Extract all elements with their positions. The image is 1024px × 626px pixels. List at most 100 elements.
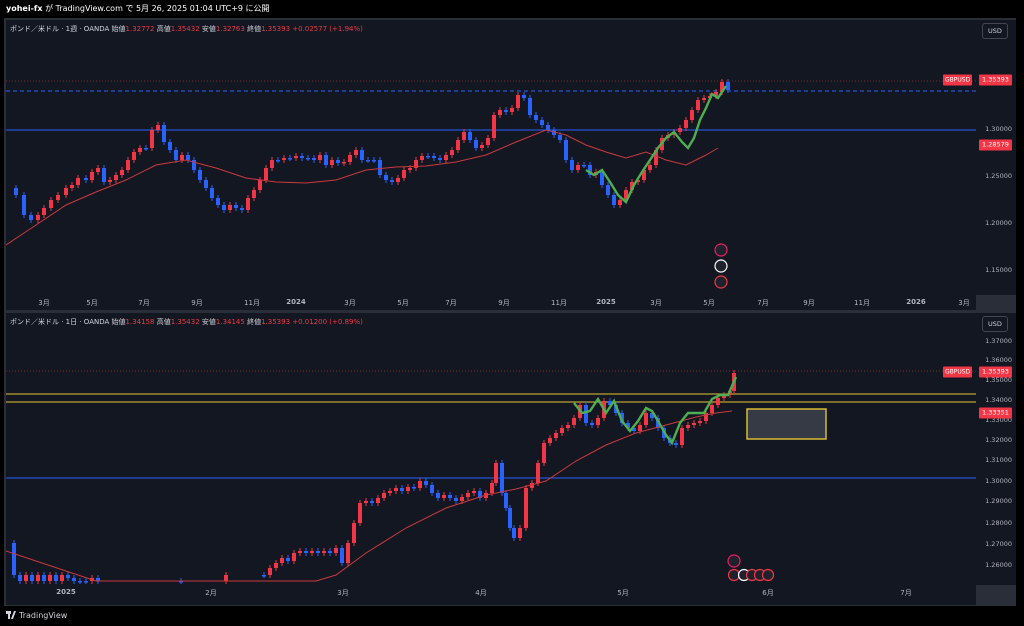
daily-candle bbox=[638, 425, 642, 431]
daily-time-label: 3月 bbox=[337, 589, 349, 597]
daily-candle bbox=[466, 493, 470, 497]
weekly-candle bbox=[456, 140, 460, 150]
daily-economic-event-icon bbox=[727, 568, 741, 582]
weekly-legend: ポンド／米ドル · 1週 · OANDA 始値1.32772 高値1.35432… bbox=[10, 24, 363, 34]
weekly-candle bbox=[558, 135, 562, 140]
weekly-time-label: 9月 bbox=[191, 299, 203, 307]
weekly-candle bbox=[480, 145, 484, 148]
daily-candle bbox=[394, 488, 398, 491]
daily-candle bbox=[430, 485, 434, 493]
weekly-candle bbox=[300, 156, 304, 158]
weekly-close-label: 終値 bbox=[247, 25, 262, 33]
weekly-time-label: 3月 bbox=[650, 299, 662, 307]
weekly-candle bbox=[372, 160, 376, 162]
daily-candle bbox=[286, 558, 290, 561]
weekly-time-label: 11月 bbox=[244, 299, 260, 307]
weekly-candle bbox=[270, 160, 274, 168]
weekly-candle bbox=[450, 150, 454, 155]
weekly-candle bbox=[180, 155, 184, 160]
daily-target-zone-box bbox=[746, 408, 827, 440]
weekly-candle bbox=[432, 156, 436, 158]
weekly-symbol-title[interactable]: ポンド／米ドル · 1週 · OANDA bbox=[10, 25, 110, 33]
weekly-us-economic-event-icon bbox=[714, 259, 728, 273]
weekly-chart-pane[interactable]: ポンド／米ドル · 1週 · OANDA 始値1.32772 高値1.35432… bbox=[6, 20, 976, 295]
weekly-time-axis[interactable]: 3月 5月 7月 9月 11月 2024 3月 5月 7月 9月 11月 2025 3月 5月 7月 9月 11… bbox=[6, 295, 976, 310]
weekly-price-axis[interactable]: USD 1.30000 1.25000 1.20000 1.15000 bbox=[976, 20, 1016, 295]
weekly-candle bbox=[312, 158, 316, 160]
daily-candle bbox=[508, 508, 512, 528]
weekly-time-label: 5月 bbox=[397, 299, 409, 307]
daily-candle bbox=[722, 395, 726, 398]
weekly-price-label: 1.25000 bbox=[985, 172, 1012, 180]
weekly-candle bbox=[570, 160, 574, 170]
weekly-candle bbox=[528, 98, 532, 115]
daily-price-label: 1.26000 bbox=[985, 561, 1012, 569]
daily-price-label: 1.30000 bbox=[985, 477, 1012, 485]
weekly-time-label: 2026 bbox=[906, 298, 926, 306]
weekly-candle bbox=[306, 158, 310, 160]
weekly-candle bbox=[618, 200, 622, 205]
weekly-open-value: 1.32772 bbox=[125, 25, 155, 33]
daily-moving-average-line bbox=[6, 410, 733, 582]
daily-candle bbox=[72, 578, 76, 581]
weekly-candle bbox=[198, 170, 202, 180]
weekly-last-price-tag: 1.35393 bbox=[979, 74, 1012, 86]
weekly-candle bbox=[354, 150, 358, 155]
weekly-candle bbox=[96, 168, 100, 172]
daily-currency-button[interactable]: USD bbox=[982, 316, 1008, 332]
daily-candle bbox=[692, 423, 696, 425]
weekly-candle bbox=[29, 215, 33, 220]
daily-price-axis[interactable]: USD 1.37000 1.36000 1.35000 1.34000 1.33000 1… bbox=[976, 313, 1016, 585]
weekly-candle bbox=[606, 185, 610, 195]
daily-candle bbox=[494, 463, 498, 483]
weekly-candle bbox=[252, 190, 256, 198]
daily-candle bbox=[66, 575, 70, 578]
weekly-candle bbox=[690, 110, 694, 120]
weekly-candle bbox=[408, 168, 412, 170]
weekly-candle bbox=[150, 130, 154, 148]
weekly-candle bbox=[114, 175, 118, 180]
daily-candle bbox=[626, 423, 630, 428]
weekly-time-label: 3月 bbox=[38, 299, 50, 307]
daily-open-value: 1.34158 bbox=[125, 318, 155, 326]
author-name[interactable]: yohei-fx bbox=[6, 4, 43, 13]
weekly-time-label: 3月 bbox=[344, 299, 356, 307]
daily-time-axis[interactable]: 2025 2月 3月 4月 5月 6月 7月 bbox=[6, 585, 976, 605]
daily-candle bbox=[60, 575, 64, 581]
daily-candle bbox=[536, 463, 540, 483]
daily-candle bbox=[650, 413, 654, 418]
weekly-candle bbox=[684, 120, 688, 128]
weekly-candle bbox=[156, 125, 160, 130]
daily-chart-canvas[interactable] bbox=[6, 313, 976, 585]
daily-chart-pane[interactable]: ポンド／米ドル · 1日 · OANDA 始値1.34158 高値1.35432… bbox=[6, 313, 976, 585]
weekly-candle bbox=[14, 188, 18, 195]
weekly-candle bbox=[288, 158, 292, 160]
daily-time-label: 2025 bbox=[56, 588, 76, 596]
weekly-candle bbox=[324, 155, 328, 165]
daily-candle bbox=[280, 558, 284, 563]
weekly-currency-button[interactable]: USD bbox=[982, 23, 1008, 39]
footer-brand[interactable]: TradingView bbox=[19, 611, 68, 620]
daily-signal-line bbox=[573, 376, 738, 446]
daily-candle bbox=[224, 575, 228, 581]
weekly-candle bbox=[726, 82, 730, 90]
weekly-candle bbox=[534, 115, 538, 120]
daily-candle bbox=[680, 428, 684, 445]
daily-candle bbox=[30, 575, 34, 581]
weekly-candle bbox=[276, 160, 280, 162]
weekly-candle bbox=[222, 205, 226, 210]
daily-candle bbox=[500, 463, 504, 493]
daily-candle bbox=[304, 551, 308, 553]
weekly-candle bbox=[540, 120, 544, 125]
weekly-high-value: 1.35432 bbox=[170, 25, 200, 33]
daily-candle bbox=[12, 543, 16, 575]
daily-symbol-title[interactable]: ポンド／米ドル · 1日 · OANDA bbox=[10, 318, 110, 326]
daily-candle bbox=[590, 423, 594, 425]
daily-candle bbox=[48, 575, 52, 581]
weekly-candle bbox=[64, 188, 68, 195]
daily-candle bbox=[518, 528, 522, 538]
weekly-time-label: 9月 bbox=[498, 299, 510, 307]
daily-candle bbox=[442, 495, 446, 498]
weekly-chart-canvas[interactable] bbox=[6, 20, 976, 295]
daily-candle bbox=[524, 488, 528, 528]
